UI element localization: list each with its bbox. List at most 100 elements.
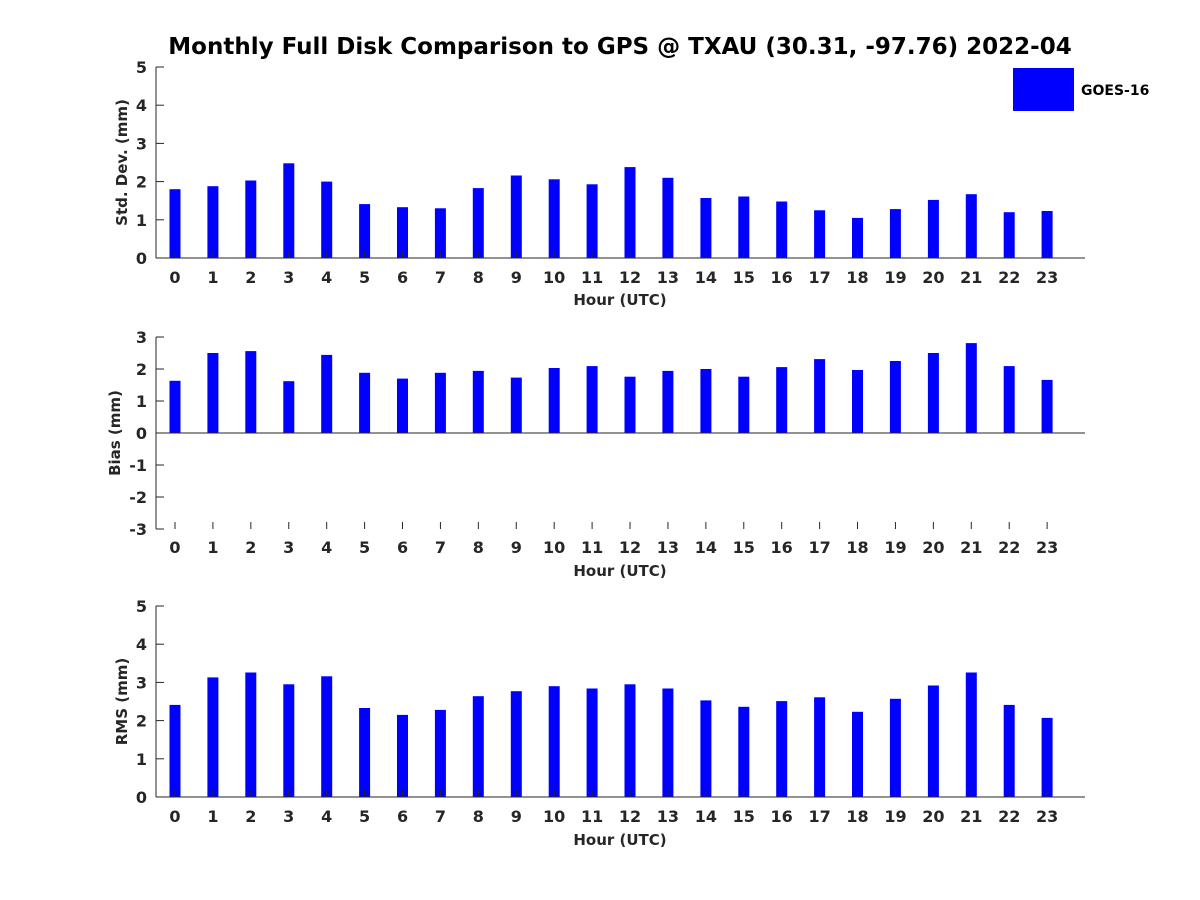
- stddev-y-axis-label: Std. Dev. (mm): [113, 99, 131, 226]
- bias-bar-hour-13: [662, 370, 674, 433]
- stddev-bar-hour-6: [397, 207, 408, 258]
- rms-x-tick-label: 11: [581, 807, 603, 826]
- rms-bar-hour-2: [245, 672, 257, 797]
- rms-x-tick-label: 23: [1036, 807, 1058, 826]
- stddev-bar-hour-9: [510, 175, 522, 258]
- bias-x-tick-label: 2: [245, 538, 256, 557]
- stddev-bar-hour-2: [245, 180, 257, 258]
- bias-x-tick-label: 10: [543, 538, 565, 557]
- bias-bar-hour-5: [359, 372, 371, 433]
- stddev-bar-hour-14: [700, 198, 712, 258]
- rms-x-tick-label: 5: [359, 807, 370, 826]
- rms-bar-hour-13: [662, 688, 674, 797]
- rms-x-tick-label: 0: [169, 807, 180, 826]
- stddev-x-tick-label: 22: [998, 268, 1020, 287]
- stddev-bar-hour-0: [169, 189, 181, 258]
- bias-y-tick-label: 1: [136, 392, 147, 411]
- rms-bar-hour-19: [889, 698, 901, 797]
- stddev-bar-hour-12: [624, 167, 636, 258]
- rms-bar-hour-18: [852, 711, 863, 797]
- stddev-y-tick-label: 3: [136, 134, 147, 153]
- rms-y-tick-label: 1: [136, 750, 147, 769]
- bias-x-tick-label: 3: [283, 538, 294, 557]
- bias-bar-hour-14: [700, 369, 712, 433]
- rms-x-tick-label: 21: [960, 807, 982, 826]
- stddev-bar-hour-20: [927, 199, 939, 258]
- stddev-x-axis-label: Hour (UTC): [573, 291, 666, 309]
- bias-y-tick-label: -3: [129, 520, 147, 539]
- bias-bar-hour-2: [245, 351, 257, 433]
- stddev-bar-hour-21: [965, 194, 977, 258]
- bias-bar-hour-8: [472, 370, 484, 433]
- stddev-x-tick-label: 12: [619, 268, 641, 287]
- stddev-x-tick-label: 21: [960, 268, 982, 287]
- stddev-bar-hour-23: [1041, 211, 1053, 258]
- bias-bar-hour-7: [434, 372, 446, 433]
- stddev-bar-hour-17: [814, 210, 826, 259]
- rms-x-tick-label: 16: [771, 807, 793, 826]
- rms-x-tick-label: 20: [922, 807, 944, 826]
- stddev-x-tick-label: 3: [283, 268, 294, 287]
- rms-x-tick-label: 14: [695, 807, 717, 826]
- stddev-x-tick-label: 23: [1036, 268, 1058, 287]
- bias-bar-hour-9: [510, 377, 522, 433]
- stddev-x-tick-label: 1: [207, 268, 218, 287]
- stddev-y-tick-label: 2: [136, 173, 147, 192]
- rms-x-tick-label: 6: [397, 807, 408, 826]
- stddev-x-tick-label: 2: [245, 268, 256, 287]
- stddev-bar-hour-16: [776, 201, 788, 258]
- bias-x-tick-label: 6: [397, 538, 408, 557]
- stddev-x-tick-label: 8: [473, 268, 484, 287]
- bias-bar-hour-16: [776, 367, 788, 433]
- rms-x-tick-label: 9: [511, 807, 522, 826]
- rms-bar-hour-8: [472, 696, 484, 797]
- legend-label: GOES-16: [1081, 83, 1149, 99]
- bias-x-tick-label: 13: [657, 538, 679, 557]
- bias-x-tick-label: 0: [169, 538, 180, 557]
- stddev-x-tick-label: 18: [846, 268, 868, 287]
- bias-x-tick-label: 22: [998, 538, 1020, 557]
- bias-y-tick-label: 2: [136, 360, 147, 379]
- bias-x-tick-label: 18: [846, 538, 868, 557]
- bias-bar-hour-17: [814, 359, 826, 433]
- bias-x-tick-label: 7: [435, 538, 446, 557]
- rms-bar-hour-10: [548, 686, 560, 797]
- bias-x-axis-label: Hour (UTC): [573, 562, 666, 580]
- rms-bar-hour-22: [1003, 704, 1015, 797]
- stddev-x-tick-label: 14: [695, 268, 717, 287]
- stddev-bar-hour-19: [889, 209, 901, 258]
- stddev-bar-hour-22: [1003, 212, 1015, 258]
- stddev-bar-hour-13: [662, 177, 674, 258]
- bias-y-tick-label: 3: [136, 328, 147, 347]
- rms-bar-hour-20: [927, 685, 939, 797]
- rms-x-tick-label: 15: [733, 807, 755, 826]
- bias-bar-hour-4: [321, 354, 333, 433]
- bias-y-tick-label: 0: [136, 424, 147, 443]
- stddev-x-tick-label: 11: [581, 268, 603, 287]
- rms-bar-hour-9: [510, 691, 522, 797]
- bias-bar-hour-20: [927, 353, 939, 433]
- bias-x-tick-label: 14: [695, 538, 717, 557]
- bias-x-tick-label: 1: [207, 538, 218, 557]
- bias-bar-hour-10: [548, 368, 560, 433]
- bias-bar-hour-19: [889, 361, 901, 433]
- bias-x-tick-label: 15: [733, 538, 755, 557]
- legend: GOES-16: [1013, 68, 1149, 111]
- bias-bar-hour-1: [207, 353, 219, 433]
- legend-swatch: [1013, 68, 1074, 111]
- rms-bar-hour-14: [700, 700, 712, 797]
- stddev-x-tick-label: 9: [511, 268, 522, 287]
- stddev-x-tick-label: 4: [321, 268, 332, 287]
- stddev-y-tick-label: 4: [136, 96, 147, 115]
- stddev-y-tick-label: 1: [136, 211, 147, 230]
- stddev-x-tick-label: 7: [435, 268, 446, 287]
- stddev-bar-hour-11: [586, 184, 598, 258]
- stddev-y-tick-label: 5: [136, 58, 147, 77]
- rms-bar-hour-0: [169, 704, 181, 797]
- bias-bar-hour-21: [965, 343, 977, 433]
- stddev-x-tick-label: 20: [922, 268, 944, 287]
- rms-y-tick-label: 0: [136, 788, 147, 807]
